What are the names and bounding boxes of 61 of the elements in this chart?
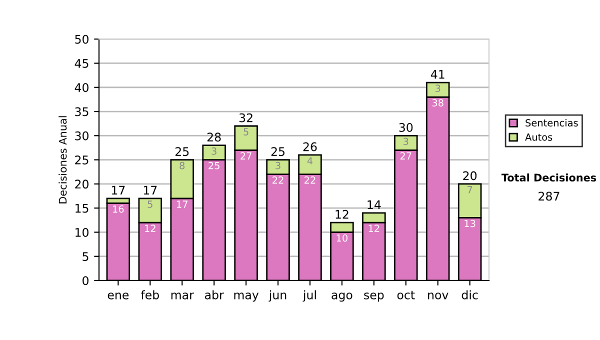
data-label: 7 bbox=[468, 186, 472, 194]
x-tick-label: ago bbox=[332, 292, 352, 302]
data-label: 12 bbox=[145, 224, 156, 232]
x-tick-label: jul bbox=[302, 290, 316, 302]
total-label: 14 bbox=[368, 200, 381, 210]
y-tick-label: 5 bbox=[82, 252, 88, 262]
total-label: 25 bbox=[271, 147, 284, 156]
y-tick-label: 0 bbox=[82, 276, 88, 286]
x-tick-label: dic bbox=[462, 290, 478, 300]
y-tick-label: 25 bbox=[75, 156, 88, 164]
data-label: 22 bbox=[272, 176, 284, 184]
total-label: 28 bbox=[207, 132, 221, 142]
total-label: 32 bbox=[239, 113, 252, 122]
total-label: 41 bbox=[430, 70, 444, 79]
x-tick-label: ene bbox=[108, 292, 129, 300]
data-label: 25 bbox=[208, 162, 220, 170]
data-label: 3 bbox=[212, 147, 216, 155]
data-label: 3 bbox=[276, 162, 280, 170]
total-label: 17 bbox=[144, 186, 157, 195]
data-label: 27 bbox=[400, 152, 412, 160]
total-label: 25 bbox=[175, 147, 189, 156]
text: 287 bbox=[538, 192, 560, 201]
y-tick-label: 40 bbox=[74, 83, 88, 92]
total-label: 26 bbox=[303, 142, 317, 152]
y-tick-label: 20 bbox=[75, 180, 88, 189]
data-label: 5 bbox=[148, 200, 152, 208]
x-tick-label: may bbox=[234, 292, 259, 302]
y-tick-label: 35 bbox=[75, 107, 88, 116]
data-label: 3 bbox=[404, 138, 408, 146]
x-tick-label: jun bbox=[268, 290, 286, 302]
data-label: 8 bbox=[180, 162, 185, 170]
y-tick-label: 30 bbox=[75, 131, 88, 140]
data-label: 5 bbox=[244, 128, 248, 136]
data-label: 22 bbox=[304, 176, 316, 184]
data-label: 4 bbox=[307, 157, 313, 164]
x-tick-label: oct bbox=[397, 290, 415, 300]
data-label: 38 bbox=[432, 99, 444, 106]
data-label: 27 bbox=[240, 152, 252, 160]
x-tick-label: feb bbox=[140, 290, 159, 300]
legend-label: Autos bbox=[525, 134, 552, 141]
total-label: 20 bbox=[463, 171, 477, 180]
legend-label: Sentencias bbox=[526, 118, 578, 127]
total-label: 17 bbox=[112, 186, 125, 195]
data-label: 13 bbox=[464, 220, 476, 228]
y-tick-label: 15 bbox=[76, 204, 88, 213]
total-label: 12 bbox=[336, 210, 348, 219]
y-tick-label: 45 bbox=[74, 59, 88, 68]
data-label: 12 bbox=[368, 224, 380, 232]
y-axis-title: Decisiones Anual bbox=[58, 116, 67, 204]
x-tick-label: mar bbox=[171, 292, 194, 300]
x-tick-label: sep bbox=[364, 292, 384, 302]
data-label: 16 bbox=[113, 205, 124, 213]
data-label: 3 bbox=[436, 84, 440, 92]
data-label: 17 bbox=[176, 200, 188, 208]
data-label: 10 bbox=[336, 234, 348, 242]
y-tick-label: 10 bbox=[76, 228, 88, 237]
text: Total Decisiones bbox=[501, 173, 596, 182]
total-label: 30 bbox=[399, 122, 413, 132]
x-tick-label: abr bbox=[205, 290, 224, 300]
x-tick-label: nov bbox=[428, 292, 448, 300]
y-tick-label: 50 bbox=[75, 34, 88, 44]
